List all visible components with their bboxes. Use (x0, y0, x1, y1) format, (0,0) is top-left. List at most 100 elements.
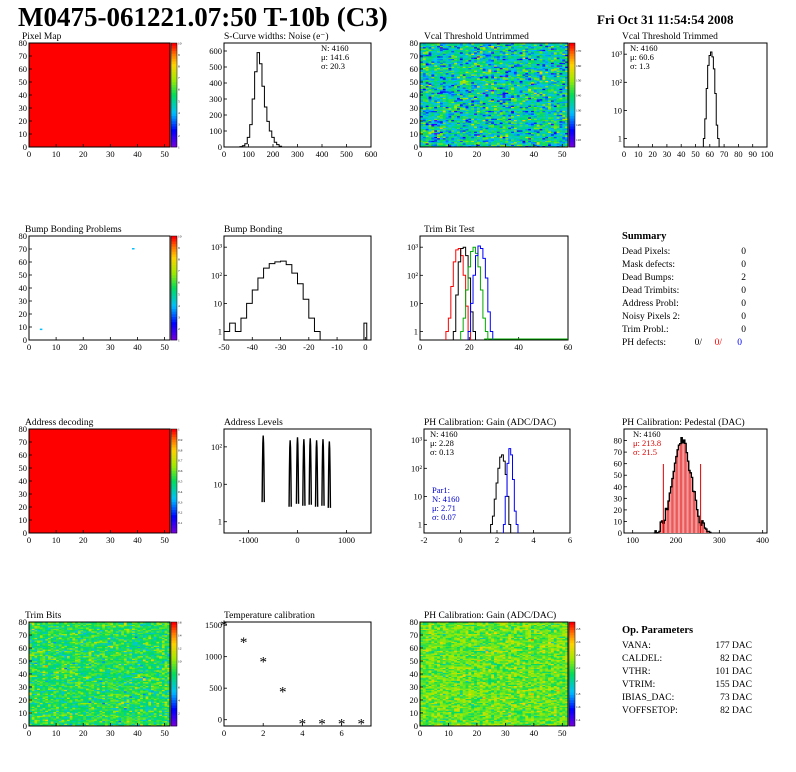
heatmap-cell (471, 102, 475, 105)
heatmap-cell (525, 121, 529, 123)
heatmap-cell (468, 134, 472, 136)
colorbar-cell (171, 139, 177, 143)
x-tick-label: 100 (626, 535, 639, 545)
colorbar-cell (569, 61, 575, 65)
heatmap-cell (550, 106, 555, 109)
heatmap-cell (559, 106, 563, 109)
heatmap-cell (488, 102, 492, 105)
y-tick-label: 80 (614, 436, 623, 446)
heatmap-cell (462, 140, 466, 143)
heatmap-cell (559, 144, 563, 146)
heatmap-cell (528, 106, 532, 109)
colorbar-cell (171, 449, 177, 453)
heatmap-cell (451, 132, 455, 135)
heatmap-cell (420, 109, 424, 111)
heatmap-cell (545, 140, 549, 143)
x-tick-label: 30 (501, 149, 510, 159)
colorbar-cell (171, 277, 177, 281)
heatmap-cell (428, 140, 432, 143)
heatmap-cell (462, 136, 466, 139)
heatmap-cell (465, 132, 469, 135)
chart-title: Trim Bit Test (424, 225, 475, 235)
heatmap-cell (465, 127, 469, 130)
heatmap-cell (468, 128, 472, 131)
heatmap-cell (539, 109, 543, 111)
heatmap-cell (519, 122, 523, 124)
heatmap-cell (539, 100, 543, 102)
heatmap-cell (499, 139, 503, 141)
heatmap-cell (539, 141, 543, 144)
colorbar-cell (171, 102, 177, 106)
heatmap-cell (471, 143, 475, 145)
heatmap-cell (542, 137, 546, 140)
heatmap-cell (437, 137, 441, 140)
heatmap-cell (451, 139, 455, 141)
heatmap-cell (516, 134, 520, 136)
heatmap-cell (459, 104, 463, 106)
heatmap-cell (425, 102, 429, 105)
colorbar-cell (171, 48, 177, 52)
heatmap-cell (499, 143, 503, 145)
heatmap-cell (431, 119, 435, 122)
heatmap-cell (465, 141, 469, 144)
heatmap-cell (502, 104, 506, 106)
heatmap-cell (511, 104, 515, 106)
heatmap-cell (562, 119, 566, 122)
heatmap-cell (508, 118, 512, 120)
colorbar-cell (171, 123, 177, 127)
heatmap-cell (459, 140, 463, 143)
heatmap-cell (457, 111, 461, 114)
heatmap-cell (420, 119, 424, 122)
heatmap-cell (553, 118, 557, 120)
heatmap-cell (491, 124, 495, 127)
heatmap-cell (485, 98, 489, 101)
heatmap-cell (465, 128, 469, 131)
colorbar-cell (569, 134, 575, 137)
heatmap-cell (457, 118, 461, 120)
heatmap-cell (536, 108, 540, 110)
heatmap-cell (474, 118, 478, 120)
heatmap-cell (550, 137, 555, 140)
heatmap-cell (434, 114, 438, 117)
heatmap-cell (556, 140, 560, 143)
heatmap-cell (531, 141, 535, 144)
heatmap-cell (445, 126, 449, 128)
heatmap-cell (439, 135, 444, 137)
heatmap-cell (502, 143, 506, 145)
heatmap-cell (556, 144, 560, 146)
heatmap-cell (539, 139, 543, 141)
heatmap-cell (491, 108, 495, 110)
heatmap-cell (459, 121, 463, 123)
heatmap-cell (445, 117, 449, 119)
heatmap-cell (496, 106, 500, 109)
heatmap-cell (499, 144, 503, 146)
heatmap-cell (531, 124, 535, 127)
heatmap-cell (465, 121, 469, 123)
heatmap-cell (476, 123, 481, 126)
colorbar-cell (171, 267, 177, 271)
chart-title: Address Levels (224, 418, 283, 428)
heatmap-cell (434, 105, 438, 107)
heatmap-cell (476, 132, 481, 135)
heatmap-cell (420, 105, 424, 107)
colorbar-cell (171, 429, 177, 432)
heatmap-cell (502, 118, 506, 120)
heatmap-cell (511, 111, 515, 114)
heatmap-cell (556, 134, 560, 136)
heatmap-cell (508, 113, 512, 115)
address-peak (261, 435, 265, 503)
colorbar-cell (171, 288, 177, 291)
heatmap-cell (482, 108, 486, 110)
heatmap-cell (468, 141, 472, 144)
heatmap-cell (522, 118, 526, 120)
heatmap-cell (434, 113, 438, 115)
heatmap-cell (545, 115, 549, 118)
heatmap-cell (457, 132, 461, 135)
heatmap-cell (516, 128, 520, 131)
heatmap-cell (442, 127, 446, 130)
heatmap-cell (437, 140, 441, 143)
heatmap-cell (476, 143, 481, 145)
heatmap-cell (542, 100, 546, 102)
x-tick-label: 10 (444, 149, 453, 159)
heatmap-cell (451, 124, 455, 127)
